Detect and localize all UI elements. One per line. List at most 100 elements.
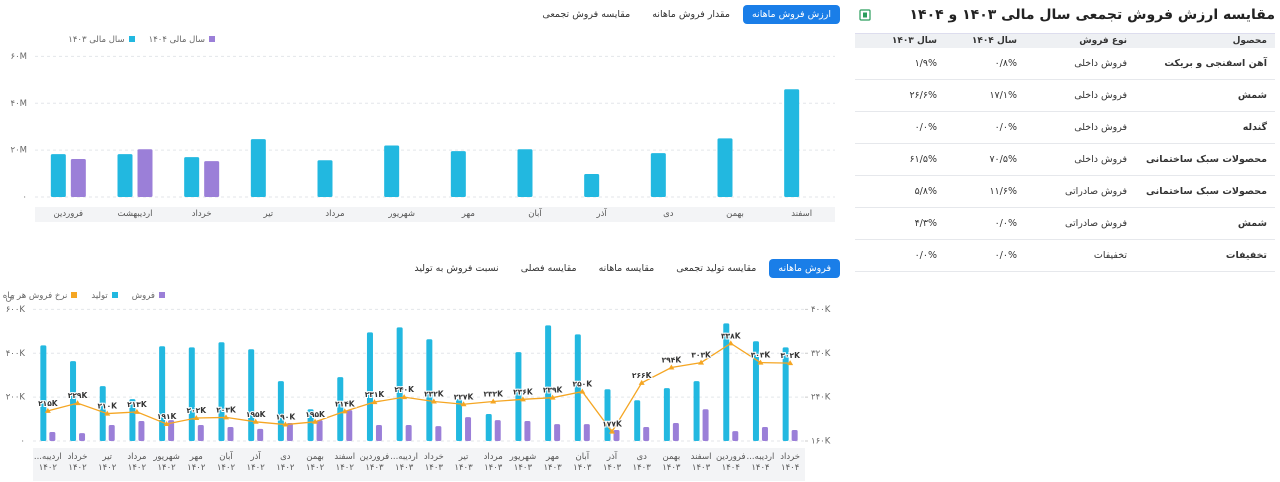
bar xyxy=(50,154,66,197)
panel-title: مقایسه ارزش فروش تجمعی سال مالی ۱۴۰۳ و ۱… xyxy=(909,7,1275,23)
x-tick-label: تیر ۱۴۰۲ xyxy=(98,452,117,473)
table-cell: ۴/۳% xyxy=(855,207,945,240)
tab[interactable]: ارزش فروش ماهانه xyxy=(742,5,840,24)
legend-label: نرخ فروش هر ماه xyxy=(2,291,68,301)
tab[interactable]: فروش ماهانه xyxy=(769,259,840,278)
data-label: ۲۲۹K xyxy=(68,391,89,400)
tab[interactable]: مقایسه تولید تجمعی xyxy=(676,263,757,274)
tab[interactable]: مقایسه ماهانه xyxy=(598,263,655,274)
y-tick-label: ۲۰M xyxy=(11,146,27,156)
table-cell: ۰/۰% xyxy=(945,111,1025,144)
data-label: ۲۳۲K xyxy=(483,390,504,399)
data-label: ۲۱۰K xyxy=(97,402,118,411)
data-label: ۲۳۹K xyxy=(543,386,564,395)
y-tick-label: ۴۰۰K xyxy=(6,349,26,359)
charts: ۰ ۲۰M ۴۰M ۶۰M تن ۰ ۲۰۰K ۴۰۰K ۶۰۰K ۱۶۰K ۲۴۰K ۳۲۰K ۴۰۰… xyxy=(5,52,835,481)
table-cell: ۱۱/۶% xyxy=(945,175,1025,208)
x-tick-label: مهر xyxy=(461,209,475,219)
bar xyxy=(450,151,466,197)
tab-bar: فروش ماهانه مقایسه تولید تجمعی مقایسه ماها… xyxy=(405,259,840,278)
bar xyxy=(307,409,314,441)
legend-swatch xyxy=(209,36,215,42)
tab[interactable]: مقایسه فروش تجمعی xyxy=(542,9,631,20)
line-marker xyxy=(787,360,794,366)
x-tick-label: دی ۱۴۰۳ xyxy=(632,452,651,473)
legend-swatch xyxy=(71,292,78,298)
legend-swatch xyxy=(159,292,165,298)
y2-tick-label: ۲۴۰K xyxy=(811,393,831,403)
legend-item[interactable]: سال مالی ۱۴۰۳ xyxy=(68,35,135,45)
x-tick-label: شهریور ۱۴۰۳ xyxy=(509,452,537,473)
data-label: ۲۱۵K xyxy=(38,399,59,408)
tab[interactable]: مقدار فروش ماهانه xyxy=(652,9,730,20)
line-marker xyxy=(490,398,497,404)
line-marker xyxy=(609,428,615,434)
line-marker xyxy=(133,408,140,414)
bar xyxy=(524,421,531,441)
table-row: گندله فروش داخلی ۰/۰% ۰/۰% xyxy=(855,111,1275,144)
table-header: محصول نوع فروش سال ۱۴۰۴ سال ۱۴۰۳ xyxy=(855,33,1275,48)
line-marker xyxy=(312,418,319,424)
tab[interactable]: مقایسه فصلی xyxy=(520,263,577,274)
x-tick-label: آذر ۱۴۰۲ xyxy=(246,452,265,473)
table-row: آهن اسفنجی و بریکت فروش داخلی ۰/۸% ۱/۹% xyxy=(855,48,1275,80)
x-tick-label: آبان xyxy=(528,209,542,219)
bar xyxy=(70,159,86,197)
data-label: ۳۰۲K xyxy=(780,351,801,360)
bar xyxy=(494,420,501,441)
sales-table: محصول نوع فروش سال ۱۴۰۴ سال ۱۴۰۳ آهن اسفنجی… xyxy=(855,33,1275,272)
bar xyxy=(257,428,264,441)
table-cell: فروش داخلی xyxy=(1025,79,1135,112)
x-tick-label: آذر ۱۴۰۳ xyxy=(602,452,622,473)
legend-item[interactable]: نرخ فروش هر ماه xyxy=(3,291,78,301)
table-cell: تخفیفات xyxy=(1135,239,1275,272)
x-tick-label: خرداد ۱۴۰۳ xyxy=(423,452,444,473)
legend-item[interactable]: سال مالی ۱۴۰۴ xyxy=(149,35,215,45)
table-cell: ۰/۰% xyxy=(945,207,1025,240)
x-tick-label: مهر ۱۴۰۳ xyxy=(543,452,562,473)
table-cell: فروش داخلی xyxy=(1025,48,1135,80)
line-marker xyxy=(104,410,111,416)
bar xyxy=(384,145,400,197)
data-label: ۲۰۲K xyxy=(187,406,208,415)
legend-item[interactable]: فروش xyxy=(132,291,165,301)
table-cell: فروش داخلی xyxy=(1025,111,1135,144)
x-tick-label: اردیبه... ۱۴۰۲ xyxy=(33,452,62,473)
x-tick-label: آذر xyxy=(596,209,607,219)
tab[interactable]: نسبت فروش به تولید xyxy=(414,263,499,274)
x-tick-label: دی xyxy=(663,209,674,219)
bar xyxy=(554,424,561,441)
x-axis-band xyxy=(33,448,805,481)
data-label: ۲۴۰K xyxy=(394,385,415,394)
y-tick-label: ۴۰M xyxy=(11,99,27,109)
bar xyxy=(396,327,403,441)
column-header: سال ۱۴۰۳ xyxy=(855,33,945,48)
x-tick-label: بهمن ۱۴۰۲ xyxy=(305,452,325,473)
legend-item[interactable]: تولید xyxy=(91,291,118,301)
bar xyxy=(108,424,115,441)
data-label: ۳۰۳K xyxy=(691,351,712,360)
bar xyxy=(375,424,382,441)
y2-tick-label: ۱۶۰K xyxy=(811,437,831,447)
legend-swatch xyxy=(128,36,135,42)
bar xyxy=(137,149,153,197)
legend-swatch xyxy=(111,292,118,298)
bar xyxy=(366,332,373,441)
table-cell: ۰/۰% xyxy=(945,239,1025,272)
bar xyxy=(583,424,590,441)
y2-tick-label: ۳۲۰K xyxy=(811,349,831,359)
legend-label: سال مالی ۱۴۰۴ xyxy=(148,35,205,45)
line-marker xyxy=(519,396,526,402)
bar xyxy=(613,430,620,441)
x-tick-label: اسفند ۱۴۰۳ xyxy=(690,452,712,473)
tab-bar: ارزش فروش ماهانه مقدار فروش ماهانه مقایسه … xyxy=(533,5,840,24)
line-marker xyxy=(282,421,289,427)
table-cell: ۱۷/۱% xyxy=(945,79,1025,112)
bar xyxy=(346,410,353,441)
x-tick-label: فروردین ۱۴۰۳ xyxy=(359,452,390,473)
x-tick-label: بهمن xyxy=(726,209,744,219)
x-tick-label: دی ۱۴۰۲ xyxy=(276,452,295,473)
table-body: آهن اسفنجی و بریکت فروش داخلی ۰/۸% ۱/۹% شمش ف… xyxy=(855,48,1275,272)
export-icon[interactable] xyxy=(859,9,871,21)
bar xyxy=(517,149,533,197)
